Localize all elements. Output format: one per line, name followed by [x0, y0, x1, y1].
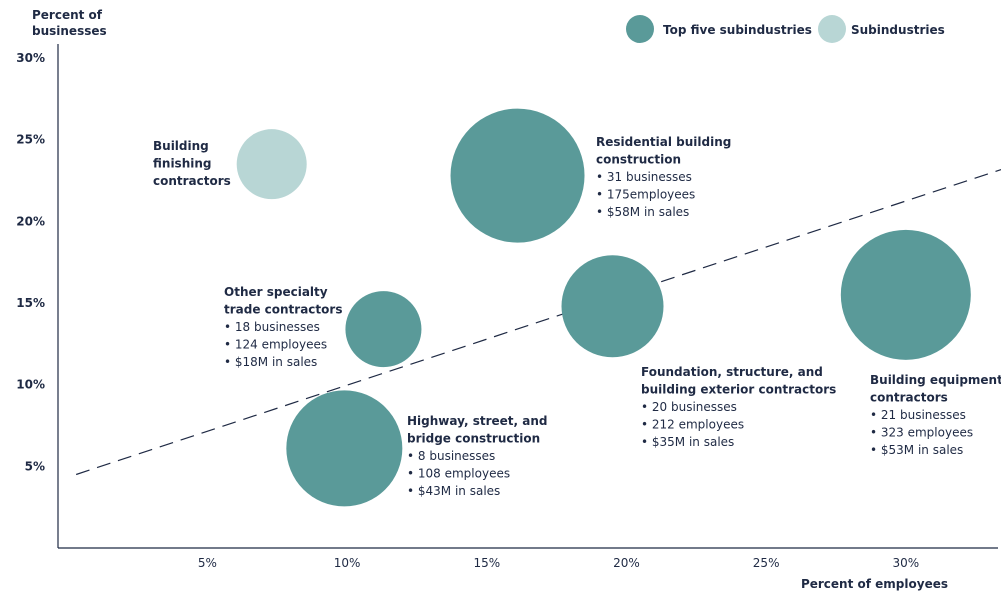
y-tick-label-3: 20% [16, 214, 45, 228]
annotation-line-3-1: • 212 employees [641, 418, 744, 432]
bubble-0 [236, 129, 307, 200]
annotation-line-1-2: • $58M in sales [596, 205, 689, 219]
annotation-line-3-2: • $35M in sales [641, 435, 734, 449]
annotation-line-5-0: • 8 businesses [407, 449, 495, 463]
annotation-title-0-1: finishing [153, 157, 211, 171]
x-tick-label-4: 25% [753, 556, 780, 570]
annotation-5: Highway, street, and bridge construction •… [407, 414, 548, 498]
trend-line [75, 168, 1001, 476]
annotation-3: Foundation, structure, and building exter… [641, 365, 836, 449]
annotation-0: Building finishing contractors [153, 139, 231, 188]
y-axis-title-line-1: Percent of [32, 8, 103, 22]
annotation-title-3-1: building exterior contractors [641, 383, 836, 397]
annotation-4: Building equipment contractors • 21 busine… [870, 373, 1001, 457]
legend-swatch-0 [626, 15, 654, 43]
y-tick-label-5: 30% [16, 51, 45, 65]
annotation-line-3-0: • 20 businesses [641, 400, 737, 414]
annotation-title-0-2: contractors [153, 174, 231, 188]
annotation-line-2-0: • 18 businesses [224, 320, 320, 334]
annotation-title-0-0: Building [153, 139, 209, 153]
y-tick-label-2: 15% [16, 296, 45, 310]
annotation-line-2-2: • $18M in sales [224, 355, 317, 369]
y-tick-label-0: 5% [25, 459, 45, 473]
annotation-2: Other specialty trade contractors • 18 bus… [224, 285, 342, 369]
annotation-1: Residential building construction • 31 bus… [596, 135, 731, 219]
bubble-2 [345, 291, 422, 368]
annotation-line-4-1: • 323 employees [870, 426, 973, 440]
annotation-title-5-1: bridge construction [407, 432, 540, 446]
x-axis-title: Percent of employees [801, 577, 948, 591]
annotation-line-5-2: • $43M in sales [407, 484, 500, 498]
annotation-line-4-0: • 21 businesses [870, 408, 966, 422]
bubble-4 [840, 229, 971, 360]
legend-swatch-1 [818, 15, 846, 43]
y-tick-label-1: 10% [16, 378, 45, 392]
annotation-title-2-1: trade contractors [224, 303, 342, 317]
bubble-5 [286, 390, 403, 507]
annotation-line-1-0: • 31 businesses [596, 170, 692, 184]
x-tick-label-0: 5% [198, 556, 217, 570]
annotation-title-1-0: Residential building [596, 135, 731, 149]
x-tick-label-3: 20% [613, 556, 640, 570]
annotation-title-4-1: contractors [870, 391, 948, 405]
x-tick-label-2: 15% [473, 556, 500, 570]
y-tick-label-4: 25% [16, 133, 45, 147]
annotation-line-2-1: • 124 employees [224, 338, 327, 352]
annotation-title-3-0: Foundation, structure, and [641, 365, 823, 379]
annotation-title-1-1: construction [596, 153, 681, 167]
annotation-line-4-2: • $53M in sales [870, 443, 963, 457]
bubble-1 [450, 108, 585, 243]
annotation-line-5-1: • 108 employees [407, 467, 510, 481]
annotation-line-1-1: • 175employees [596, 188, 695, 202]
annotation-title-2-0: Other specialty [224, 285, 328, 299]
bubble-3 [561, 255, 664, 358]
annotation-title-5-0: Highway, street, and [407, 414, 548, 428]
legend-label-1: Subindustries [851, 23, 945, 37]
legend-label-0: Top five subindustries [663, 23, 812, 37]
annotation-title-4-0: Building equipment [870, 373, 1001, 387]
y-axis-title-line-2: businesses [32, 24, 107, 38]
x-tick-label-1: 10% [334, 556, 361, 570]
x-tick-label-5: 30% [892, 556, 919, 570]
